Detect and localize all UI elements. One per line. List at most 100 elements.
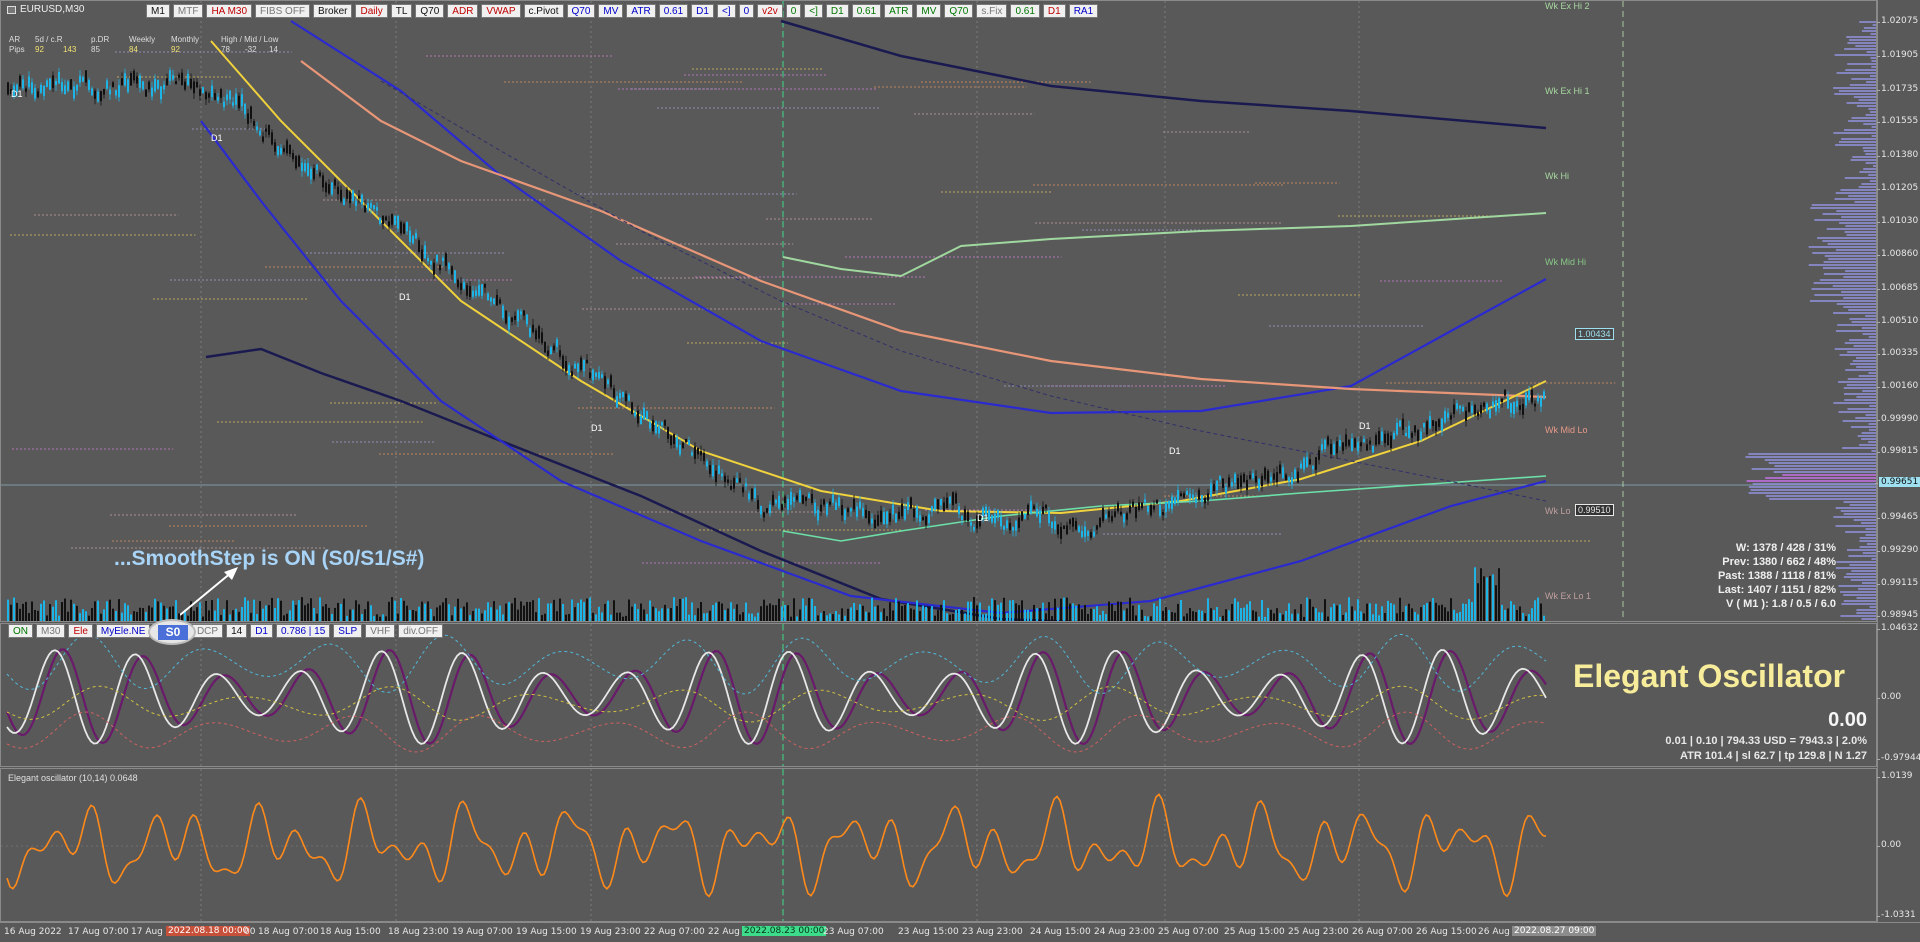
- toolbar-button[interactable]: RA1: [1068, 4, 1099, 18]
- osc-toolbar-button[interactable]: VHF: [365, 624, 396, 638]
- volume-bar: [1201, 610, 1203, 621]
- volume-profile-bar: [1826, 228, 1876, 230]
- toolbar-button[interactable]: D1: [825, 4, 849, 18]
- toolbar-button[interactable]: Broker: [313, 4, 353, 18]
- volume-profile-bar: [1835, 249, 1876, 251]
- toolbar-button[interactable]: s.Fix: [976, 4, 1008, 18]
- toolbar-button[interactable]: <]: [804, 4, 823, 18]
- volume-bar: [151, 607, 153, 621]
- volume-profile-bar: [1822, 267, 1876, 269]
- price-scale[interactable]: 1.02075 1.01905 1.01735 1.01555 1.01380 1.012…: [1874, 0, 1920, 922]
- toolbar-button[interactable]: Q70: [415, 4, 445, 18]
- toolbar-button[interactable]: <]: [716, 4, 736, 18]
- volume-bar: [1309, 599, 1311, 621]
- oscillator-canvas[interactable]: [1, 624, 1877, 767]
- toolbar-button[interactable]: 0: [738, 4, 755, 18]
- volume-bar: [79, 613, 81, 621]
- volume-bar: [1231, 604, 1233, 621]
- volume-bar: [550, 603, 552, 621]
- volume-profile-bar: [1809, 300, 1876, 302]
- time-axis-label: 19 Aug 07:00: [452, 927, 513, 937]
- price-chart-canvas[interactable]: D1 D1 D1 D1 D1 D1 D1: [1, 1, 1877, 622]
- toolbar-button[interactable]: TL: [390, 4, 413, 18]
- volume-bar: [13, 597, 15, 621]
- price-chart-pane[interactable]: D1 D1 D1 D1 D1 D1 D1 EURUSD,M30 M1 MTF HA M30 FIB…: [0, 0, 1877, 622]
- volume-bar: [1360, 611, 1362, 621]
- volume-bar: [871, 597, 873, 621]
- toolbar-button[interactable]: Daily: [355, 4, 388, 18]
- toolbar-button[interactable]: 0.61: [658, 4, 689, 18]
- elegant-oscillator-canvas[interactable]: [1, 769, 1877, 922]
- volume-bar: [745, 602, 747, 621]
- volume-bar: [1243, 607, 1245, 621]
- toolbar-button[interactable]: ATR: [884, 4, 914, 18]
- toolbar-button[interactable]: 0.61: [851, 4, 882, 18]
- oscillator-pane[interactable]: [0, 623, 1877, 767]
- ma-salmon: [300, 60, 1547, 399]
- toolbar-button[interactable]: 0.61: [1010, 4, 1040, 18]
- volume-profile-bar: [1865, 315, 1876, 317]
- toolbar-button[interactable]: MTF: [172, 4, 204, 18]
- d1-marker: D1: [1359, 421, 1371, 431]
- toolbar-button[interactable]: FIBS OFF: [255, 4, 311, 18]
- volume-bar: [1000, 602, 1002, 621]
- volume-bar: [487, 602, 489, 621]
- volume-bar: [475, 608, 477, 621]
- osc-toolbar-button[interactable]: D1: [250, 624, 273, 638]
- volume-profile-bar: [1855, 357, 1876, 359]
- toolbar-button[interactable]: D1: [1042, 4, 1066, 18]
- toolbar-button[interactable]: D1: [691, 4, 714, 18]
- time-axis-label: 26 Aug 07:00: [1352, 927, 1413, 937]
- toolbar-button[interactable]: Q70: [566, 4, 596, 18]
- volume-bar: [508, 601, 510, 621]
- volume-profile-bar: [1862, 147, 1876, 149]
- volume-bar: [547, 603, 549, 621]
- volume-profile-bar: [1843, 393, 1876, 395]
- volume-bar: [1087, 613, 1089, 621]
- toolbar-button[interactable]: c.Pivot: [523, 4, 564, 18]
- osc-band-upper: [6, 633, 1547, 695]
- osc-toolbar-button[interactable]: 0.786 | 15: [275, 624, 331, 638]
- volume-bar: [769, 603, 771, 621]
- toolbar-button[interactable]: M1: [146, 4, 170, 18]
- volume-bar: [724, 610, 726, 621]
- osc-toolbar-button[interactable]: 14: [226, 624, 248, 638]
- toolbar-button[interactable]: 0: [785, 4, 802, 18]
- time-axis[interactable]: 16 Aug 2022 17 Aug 07:00 17 Aug 2022.08.18 …: [0, 922, 1920, 942]
- volume-bar: [1318, 612, 1320, 621]
- toolbar-button[interactable]: v2v: [757, 4, 783, 18]
- session-stats: W: 1378 / 428 / 31% Prev: 1380 / 662 / 4…: [1718, 541, 1836, 611]
- volume-profile-bar: [1856, 105, 1876, 107]
- toolbar-button[interactable]: ATR: [626, 4, 656, 18]
- osc-toolbar-button[interactable]: ON: [8, 624, 33, 638]
- volume-bar: [673, 597, 675, 621]
- volume-profile-bar: [1822, 213, 1876, 215]
- osc-toolbar-button[interactable]: MyEle.NE: [95, 624, 151, 638]
- volume-profile-bar: [1858, 375, 1876, 377]
- osc-toolbar-button[interactable]: M30: [36, 624, 66, 638]
- volume-bar: [925, 606, 927, 621]
- s0-callout[interactable]: S0: [148, 619, 196, 645]
- volume-bar: [787, 605, 789, 621]
- toolbar-button[interactable]: VWAP: [481, 4, 521, 18]
- toolbar-button[interactable]: MV: [916, 4, 942, 18]
- volume-bar: [751, 613, 753, 621]
- volume-bar: [613, 600, 615, 621]
- volume-bar: [1279, 613, 1281, 621]
- osc-toolbar-button[interactable]: SLP: [333, 624, 363, 638]
- toolbar-button[interactable]: Q70: [944, 4, 974, 18]
- osc-toolbar-button[interactable]: div.OFF: [398, 624, 444, 638]
- volume-bar: [1057, 607, 1059, 621]
- volume-bar: [799, 609, 801, 621]
- toolbar-button[interactable]: MV: [598, 4, 624, 18]
- toolbar-button[interactable]: ADR: [447, 4, 479, 18]
- volume-bar: [400, 597, 402, 621]
- volume-profile-bar: [1849, 339, 1876, 341]
- volume-bar: [58, 615, 60, 621]
- volume-bar: [1468, 599, 1470, 621]
- elegant-oscillator-pane[interactable]: [0, 768, 1877, 922]
- toolbar-button[interactable]: HA M30: [206, 4, 253, 18]
- volume-bar: [961, 609, 963, 621]
- osc-toolbar-button[interactable]: Ele: [68, 624, 93, 638]
- volume-bar: [67, 611, 69, 621]
